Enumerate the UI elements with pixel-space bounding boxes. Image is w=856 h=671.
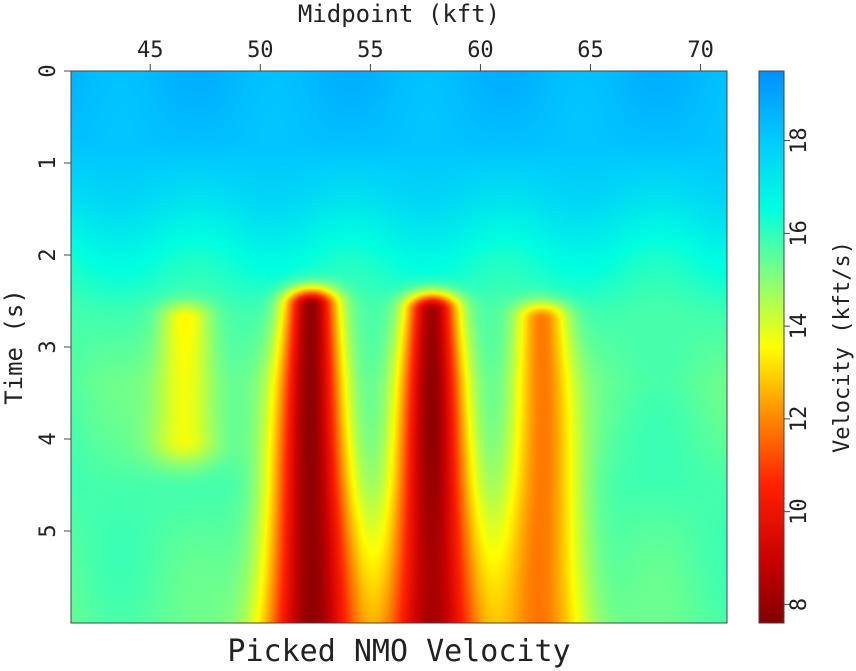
y-tick-label: 1 xyxy=(36,156,61,169)
colorbar-tick-label: 16 xyxy=(787,220,812,247)
colorbar-tick-label: 8 xyxy=(787,598,812,611)
y-tick-label: 5 xyxy=(36,524,61,537)
x-tick-label: 60 xyxy=(467,38,494,63)
x-axis-label: Midpoint (kft) xyxy=(298,0,500,28)
y-axis-label: Time (s) xyxy=(0,289,28,405)
x-tick-label: 45 xyxy=(137,38,164,63)
heatmap-canvas xyxy=(71,71,727,623)
x-tick-label: 65 xyxy=(577,38,604,63)
colorbar-gradient xyxy=(759,71,784,623)
x-tick-label: 70 xyxy=(687,38,714,63)
colorbar-tick-label: 14 xyxy=(787,313,812,340)
y-tick-label: 0 xyxy=(36,64,61,77)
x-tick-label: 55 xyxy=(357,38,384,63)
colorbar-tick-label: 18 xyxy=(787,127,812,154)
colorbar-label: Velocity (kft/s) xyxy=(830,241,855,453)
heatmap xyxy=(71,71,727,623)
y-tick-label: 3 xyxy=(36,340,61,353)
x-axis-ticks: 45 50 55 60 65 70 xyxy=(137,38,714,71)
colorbar-ticks: 8 10 12 14 16 18 xyxy=(784,127,812,611)
y-tick-label: 4 xyxy=(36,432,61,445)
colorbar-tick-label: 10 xyxy=(787,498,812,524)
colorbar-tick-label: 12 xyxy=(787,406,812,433)
chart-title: Picked NMO Velocity xyxy=(227,634,570,669)
colorbar: 8 10 12 14 16 18 Velocity (kft/s) xyxy=(759,71,855,623)
x-tick-label: 50 xyxy=(247,38,274,63)
y-tick-label: 2 xyxy=(36,248,61,261)
y-axis-ticks: 0 1 2 3 4 5 xyxy=(36,64,71,537)
